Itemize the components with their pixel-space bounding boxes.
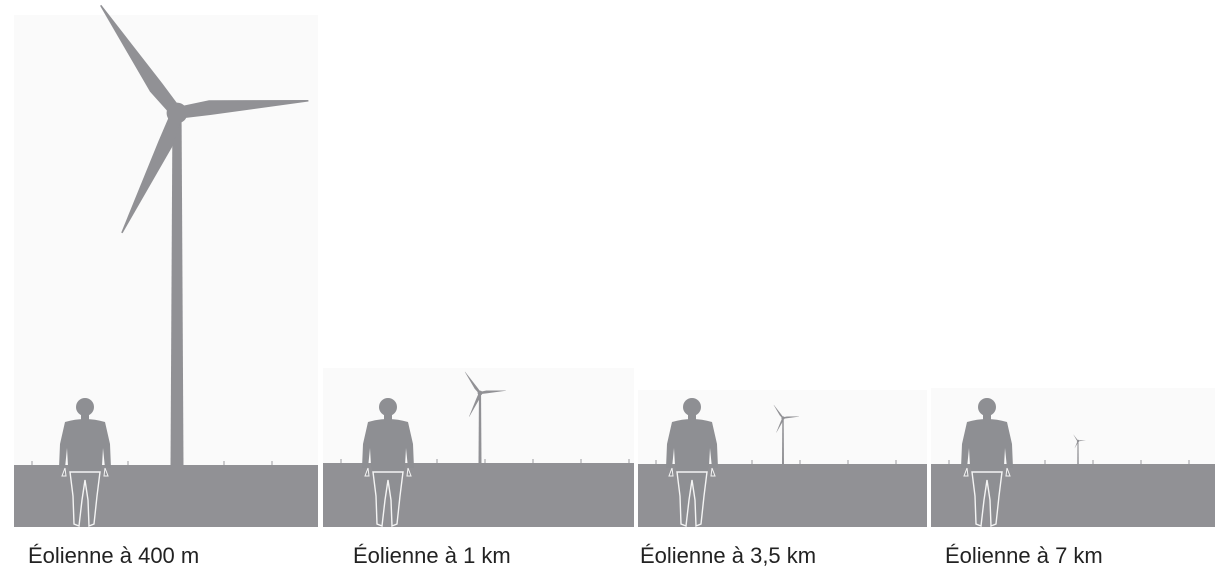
panel — [14, 5, 318, 527]
ground — [323, 463, 634, 527]
caption: Éolienne à 3,5 km — [640, 543, 816, 568]
caption: Éolienne à 400 m — [28, 543, 199, 568]
panel — [638, 390, 927, 527]
illustration: Éolienne à 400 m Éolienne à 1 km Éolienn… — [0, 0, 1215, 573]
tower — [479, 393, 482, 464]
panel — [323, 368, 634, 527]
caption: Éolienne à 7 km — [945, 543, 1103, 568]
panel — [931, 388, 1215, 527]
hub — [781, 416, 784, 419]
scene — [14, 5, 1215, 527]
hub — [167, 103, 188, 124]
tower — [782, 418, 784, 465]
hub — [478, 391, 483, 396]
hub — [1077, 440, 1079, 442]
captions: Éolienne à 400 m Éolienne à 1 km Éolienn… — [28, 543, 1103, 568]
sky — [14, 15, 318, 465]
ground — [14, 465, 318, 527]
tower — [1077, 441, 1079, 465]
tower — [171, 113, 184, 466]
caption: Éolienne à 1 km — [353, 543, 511, 568]
